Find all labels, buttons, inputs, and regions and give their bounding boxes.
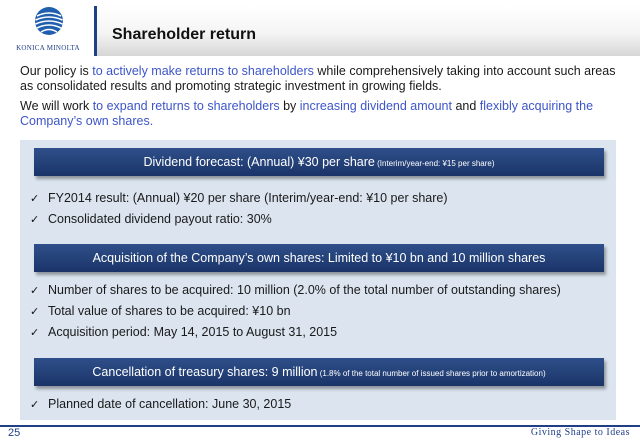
header-band (94, 6, 640, 56)
check-icon: ✓ (30, 327, 40, 339)
content-panel: Dividend forecast: (Annual) ¥30 per shar… (20, 140, 616, 420)
intro-text-segment: and (451, 99, 480, 113)
section-heading-note: (Interim/year-end: ¥15 per share) (374, 159, 495, 168)
intro-text-segment: while comprehensively taking into accoun… (20, 64, 616, 93)
list-item: ✓ Total value of shares to be acquired: ¥… (30, 301, 610, 322)
intro-text-segment: Our policy is (20, 64, 93, 78)
company-logo: KONICA MINOLTA (8, 6, 88, 54)
check-icon: ✓ (30, 399, 40, 411)
intro-text: Our policy is to actively make returns t… (20, 64, 630, 134)
footer-divider (0, 425, 640, 427)
cancellation-bullet-list: ✓ Planned date of cancellation: June 30, … (30, 394, 610, 415)
intro-text-segment: We will work (20, 99, 93, 113)
section-heading: Dividend forecast: (Annual) ¥30 per shar… (143, 155, 375, 169)
intro-highlight: to expand returns to shareholders (92, 99, 280, 113)
intro-paragraph-1: Our policy is to actively make returns t… (20, 64, 630, 94)
section-heading-note: (1.8% of the total number of issued shar… (317, 369, 546, 378)
check-icon: ✓ (30, 306, 40, 318)
header-divider (94, 6, 97, 56)
intro-highlight: to actively make returns to shareholders (92, 64, 314, 78)
dividend-bullet-list: ✓ FY2014 result: (Annual) ¥20 per share (… (30, 188, 610, 230)
cancellation-heading-bar: Cancellation of treasury shares: 9 milli… (34, 358, 604, 386)
bullet-text: Acquisition period: May 14, 2015 to Augu… (48, 325, 338, 339)
intro-paragraph-2: We will work to expand returns to shareh… (20, 99, 630, 129)
check-icon: ✓ (30, 214, 40, 226)
page-title: Shareholder return (112, 26, 257, 43)
bullet-text: Total value of shares to be acquired: ¥1… (48, 304, 291, 318)
list-item: ✓ Number of shares to be acquired: 10 mil… (30, 280, 610, 301)
list-item: ✓ Planned date of cancellation: June 30, … (30, 394, 610, 415)
slogan: Giving Shape to Ideas (530, 427, 630, 438)
acquisition-bullet-list: ✓ Number of shares to be acquired: 10 mil… (30, 280, 610, 343)
bullet-text: FY2014 result: (Annual) ¥20 per share (I… (48, 191, 448, 205)
globe-logo-icon (35, 7, 63, 35)
page-number: 25 (8, 427, 21, 439)
slide-header: KONICA MINOLTA Shareholder return (0, 0, 640, 60)
check-icon: ✓ (30, 285, 40, 297)
bullet-text: Number of shares to be acquired: 10 mill… (48, 283, 561, 297)
logo-text: KONICA MINOLTA (16, 44, 80, 52)
list-item: ✓ Consolidated dividend payout ratio: 30% (30, 209, 610, 230)
intro-highlight: flexibly acquiring the Company’s own sha… (20, 99, 594, 128)
acquisition-heading-bar: Acquisition of the Company’s own shares:… (34, 244, 604, 272)
section-heading: Cancellation of treasury shares: 9 milli… (92, 365, 318, 379)
bullet-text: Planned date of cancellation: June 30, 2… (48, 397, 292, 411)
section-heading: Acquisition of the Company’s own shares:… (92, 251, 546, 265)
list-item: ✓ FY2014 result: (Annual) ¥20 per share (… (30, 188, 610, 209)
dividend-heading-bar: Dividend forecast: (Annual) ¥30 per shar… (34, 148, 604, 176)
check-icon: ✓ (30, 193, 40, 205)
bullet-text: Consolidated dividend payout ratio: 30% (48, 212, 272, 226)
list-item: ✓ Acquisition period: May 14, 2015 to Aug… (30, 322, 610, 343)
intro-text-segment: by (279, 99, 300, 113)
intro-highlight: increasing dividend amount (299, 99, 452, 113)
